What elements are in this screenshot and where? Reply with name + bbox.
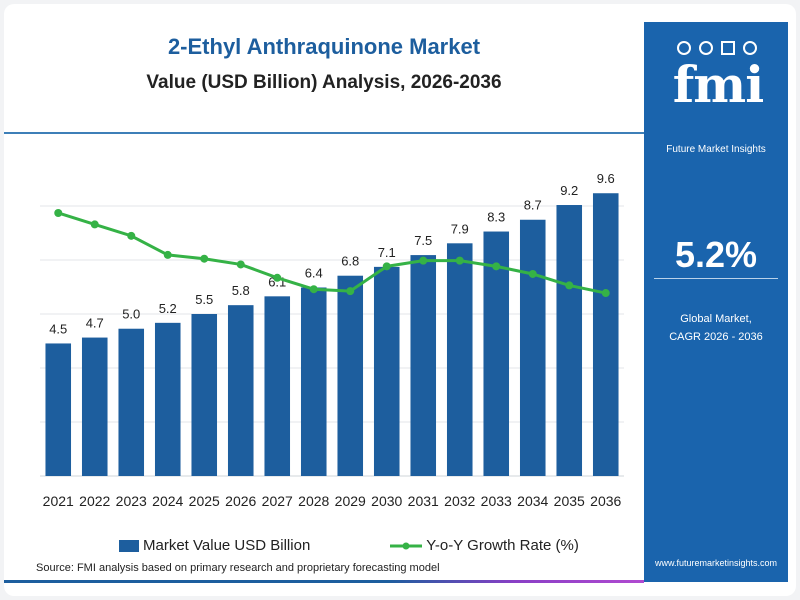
growth-point-2033 xyxy=(492,262,501,271)
cagr-label-line-2: CAGR 2026 - 2036 xyxy=(669,331,763,343)
legend-item-growth-rate: Y-o-Y Growth Rate (%) xyxy=(390,537,579,554)
market-chart: 4.5 2021 4.7 2022 5.0 2023 5.2 2024 5.5 2025 5.8 20… xyxy=(40,171,624,509)
growth-point-2024 xyxy=(163,250,172,259)
bottom-accent-bar xyxy=(4,580,644,583)
side-panel: fmi Future Market Insights 5.2% Global M… xyxy=(644,22,788,582)
growth-point-2031 xyxy=(419,256,428,265)
bar-label-2022: 4.7 xyxy=(86,316,104,331)
growth-point-2023 xyxy=(127,231,136,240)
x-tick-2027: 2027 xyxy=(262,493,293,509)
growth-point-2030 xyxy=(382,262,391,271)
bar-label-2024: 5.2 xyxy=(159,301,177,316)
bar-2025 xyxy=(191,314,218,476)
cagr-label: Global Market, CAGR 2026 - 2036 xyxy=(644,310,788,346)
logo-wordmark: fmi xyxy=(672,55,764,114)
growth-point-2032 xyxy=(455,256,464,265)
bar-label-2033: 8.3 xyxy=(487,210,505,225)
legend-bar-swatch xyxy=(119,539,139,552)
bar-2026 xyxy=(227,305,254,476)
bar-label-2035: 9.2 xyxy=(560,183,578,198)
x-tick-2022: 2022 xyxy=(79,493,110,509)
growth-point-2026 xyxy=(236,260,245,269)
x-tick-2025: 2025 xyxy=(189,493,220,509)
logo-icons xyxy=(677,41,757,55)
legend-line-label: Y-o-Y Growth Rate (%) xyxy=(426,537,579,554)
bar-label-2029: 6.8 xyxy=(341,254,359,269)
growth-point-2025 xyxy=(200,254,209,263)
growth-point-2027 xyxy=(273,273,282,282)
bar-label-2021: 4.5 xyxy=(49,321,67,336)
bar-label-2023: 5.0 xyxy=(122,307,140,322)
growth-point-2035 xyxy=(565,281,574,290)
chart-subtitle: Value (USD Billion) Analysis, 2026-2036 xyxy=(146,72,502,93)
bar-2031 xyxy=(410,255,437,476)
growth-point-2021 xyxy=(54,208,63,217)
legend-line-swatch xyxy=(390,542,423,549)
x-tick-2034: 2034 xyxy=(517,493,548,509)
bar-label-2034: 8.7 xyxy=(524,198,542,213)
chart-title: 2-Ethyl Anthraquinone Market xyxy=(167,34,481,59)
x-tick-2029: 2029 xyxy=(335,493,366,509)
chart-legend: Market Value USD Billion Y-o-Y Growth Ra… xyxy=(119,537,659,554)
infographic-card: 2-Ethyl Anthraquinone Market Value (USD … xyxy=(4,4,796,596)
bar-label-2030: 7.1 xyxy=(378,245,396,260)
x-tick-2036: 2036 xyxy=(590,493,621,509)
cagr-label-line-1: Global Market, xyxy=(680,313,752,325)
bar-label-2031: 7.5 xyxy=(414,233,432,248)
bar-2032 xyxy=(446,243,473,476)
growth-point-2034 xyxy=(528,269,537,278)
x-tick-2023: 2023 xyxy=(116,493,147,509)
bar-2036 xyxy=(592,193,619,476)
brand-name: Future Market Insights xyxy=(666,144,766,155)
bar-2028 xyxy=(300,287,327,476)
title-divider xyxy=(4,132,644,134)
bar-label-2032: 7.9 xyxy=(451,221,469,236)
bar-2029 xyxy=(337,275,364,476)
x-tick-2028: 2028 xyxy=(298,493,329,509)
legend-item-market-value: Market Value USD Billion xyxy=(119,537,310,554)
bar-2034 xyxy=(519,219,546,476)
x-tick-2021: 2021 xyxy=(43,493,74,509)
bar-2024 xyxy=(154,322,181,476)
bar-label-2036: 9.6 xyxy=(597,171,615,186)
x-tick-2035: 2035 xyxy=(554,493,585,509)
fmi-logo: fmi xyxy=(662,34,774,118)
x-tick-2024: 2024 xyxy=(152,493,183,509)
bar-2035 xyxy=(556,205,583,476)
bar-2021 xyxy=(45,343,72,476)
legend-bar-label: Market Value USD Billion xyxy=(143,537,311,554)
growth-rate-line xyxy=(57,211,607,295)
cagr-value: 5.2% xyxy=(674,234,758,275)
bar-2033 xyxy=(483,231,510,476)
bar-2027 xyxy=(264,296,291,476)
bar-label-2026: 5.8 xyxy=(232,283,250,298)
x-tick-2026: 2026 xyxy=(225,493,256,509)
bar-2030 xyxy=(373,266,400,476)
bar-label-2025: 5.5 xyxy=(195,292,213,307)
x-tick-2032: 2032 xyxy=(444,493,475,509)
x-tick-2030: 2030 xyxy=(371,493,402,509)
growth-point-2022 xyxy=(90,220,99,229)
growth-point-2036 xyxy=(601,289,610,298)
source-note: Source: FMI analysis based on primary re… xyxy=(36,562,440,574)
bar-2022 xyxy=(81,337,108,476)
growth-point-2029 xyxy=(346,287,355,296)
growth-point-2028 xyxy=(309,285,318,294)
website-url: www.futuremarketinsights.com xyxy=(654,558,778,568)
x-tick-2031: 2031 xyxy=(408,493,439,509)
bar-2023 xyxy=(118,328,145,476)
x-tick-2033: 2033 xyxy=(481,493,512,509)
bar-label-2028: 6.4 xyxy=(305,265,323,280)
panel-divider xyxy=(654,278,778,279)
